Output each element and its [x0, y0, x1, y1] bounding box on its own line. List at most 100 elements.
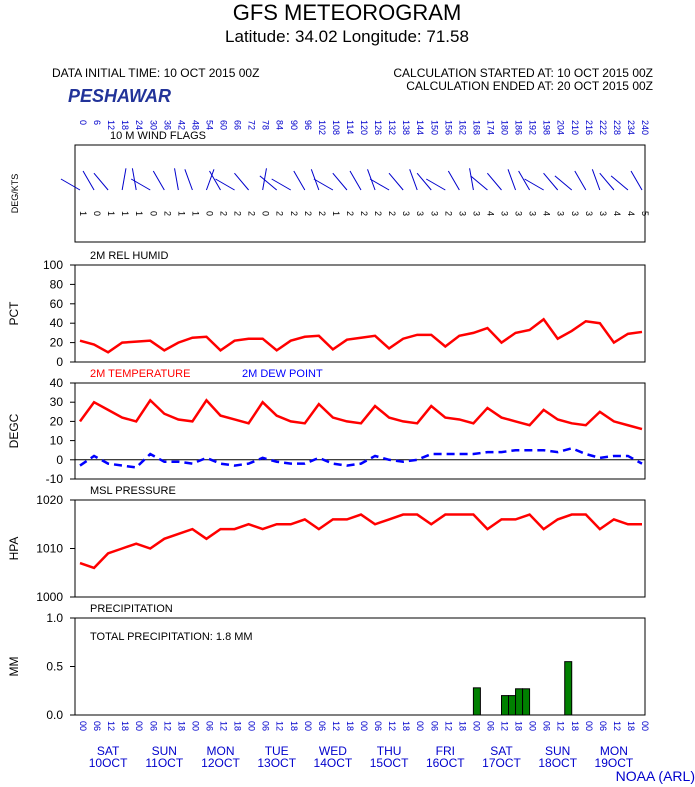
hour-label: 54 — [204, 120, 214, 130]
wind-barb — [469, 168, 474, 191]
wind-speed: 3 — [471, 211, 481, 216]
day-date: 14OCT — [314, 756, 353, 770]
day-date: 11OCT — [145, 756, 183, 770]
day-date: 19OCT — [595, 756, 634, 770]
hour-label: 102 — [317, 120, 327, 135]
x-tick-label: 12 — [556, 721, 566, 731]
day-name: WED — [319, 744, 347, 758]
wind-speed: 1 — [190, 211, 200, 216]
hour-label: 12 — [106, 120, 116, 130]
x-tick-label: 06 — [317, 721, 327, 731]
wind-speed: 3 — [429, 211, 439, 216]
hour-label: 240 — [640, 120, 650, 135]
hour-label: 192 — [528, 120, 538, 135]
x-tick-label: 18 — [626, 721, 636, 731]
wind-barb — [388, 172, 404, 191]
wind-barb — [543, 172, 559, 191]
station: PESHAWAR — [68, 86, 171, 106]
hour-label: 36 — [162, 120, 172, 130]
y-tick-label: 80 — [50, 277, 64, 291]
y-tick-label: 1020 — [36, 493, 63, 507]
y-tick-label: 60 — [50, 297, 64, 311]
wind-barb — [332, 172, 348, 191]
wind-barb — [507, 169, 517, 191]
wind-speed: 3 — [584, 211, 594, 216]
wind-speed: 2 — [317, 211, 327, 216]
x-tick-label: 06 — [598, 721, 608, 731]
wind-barb — [184, 169, 193, 191]
wind-speed: 3 — [570, 211, 580, 216]
x-tick-label: 12 — [275, 721, 285, 731]
wind-speed: 2 — [387, 211, 397, 216]
hour-label: 216 — [584, 120, 594, 135]
y-tick-label: 0 — [56, 355, 63, 369]
hour-label: 42 — [176, 120, 186, 130]
hour-label: 168 — [471, 120, 481, 135]
wind-speed: 4 — [485, 211, 495, 216]
wind-barb — [518, 170, 531, 191]
wind-speed: 4 — [626, 211, 636, 216]
wind-speed: 2 — [233, 211, 243, 216]
day-name: MON — [207, 744, 235, 758]
wind-speed: 3 — [528, 211, 538, 216]
hour-label: 186 — [514, 120, 524, 135]
wind-speed: 1 — [176, 211, 186, 216]
x-tick-label: 18 — [570, 721, 580, 731]
wind-speed: 3 — [415, 211, 425, 216]
series-line — [79, 317, 643, 354]
hour-label: 84 — [275, 120, 285, 130]
x-tick-label: 00 — [471, 721, 481, 731]
day-date: 10OCT — [89, 756, 128, 770]
hour-label: 222 — [598, 120, 608, 135]
wind-barb — [209, 170, 221, 191]
wind-barb — [234, 172, 249, 191]
hour-label: 66 — [233, 120, 243, 130]
wind-speed: 0 — [261, 211, 271, 216]
wind-speed: 2 — [345, 211, 355, 216]
x-tick-label: 12 — [219, 721, 229, 731]
wind-speed: 1 — [120, 211, 130, 216]
wind-speed: 1 — [331, 211, 341, 216]
x-tick-label: 06 — [204, 721, 214, 731]
wind-speed: 3 — [598, 211, 608, 216]
x-tick-label: 12 — [612, 721, 622, 731]
y-axis-label: MM — [7, 657, 21, 677]
y-tick-label: 100 — [43, 258, 63, 272]
wind-speed: 3 — [514, 211, 524, 216]
day-date: 13OCT — [257, 756, 296, 770]
x-tick-label: 06 — [261, 721, 271, 731]
hour-label: 210 — [570, 120, 580, 135]
wind-barb — [60, 178, 81, 191]
series-line — [79, 446, 643, 469]
hour-label: 78 — [261, 120, 271, 130]
hour-label: 144 — [415, 120, 425, 135]
wind-speed: 5 — [640, 211, 650, 216]
hour-label: 198 — [542, 120, 552, 135]
x-tick-label: 00 — [78, 721, 88, 731]
wind-barb — [313, 178, 334, 191]
wind-barb — [409, 169, 418, 191]
series-line — [79, 513, 642, 570]
y-axis-label: PCT — [7, 301, 21, 326]
hour-label: 72 — [247, 120, 257, 130]
wind-barb — [82, 170, 95, 191]
x-tick-label: 12 — [500, 721, 510, 731]
wind-speed: 3 — [401, 211, 411, 216]
hour-label: 204 — [556, 120, 566, 135]
wind-barb — [630, 170, 643, 191]
wind-speed: 1 — [134, 211, 144, 216]
x-tick-label: 00 — [359, 721, 369, 731]
panel-title: PRECIPITATION — [90, 603, 173, 615]
wind-speed: 2 — [373, 211, 383, 216]
day-name: MON — [600, 744, 628, 758]
panel-title: MSL PRESSURE — [90, 485, 176, 497]
x-tick-label: 18 — [176, 721, 186, 731]
hour-label: 96 — [303, 120, 313, 130]
day-date: 12OCT — [201, 756, 240, 770]
y-tick-label: 30 — [50, 395, 64, 409]
wind-speed: 3 — [457, 211, 467, 216]
x-tick-label: 00 — [134, 721, 144, 731]
y-tick-label: 0.5 — [46, 660, 63, 674]
x-tick-label: 00 — [303, 721, 313, 731]
panel-title: 10 M WIND FLAGS — [110, 130, 206, 142]
